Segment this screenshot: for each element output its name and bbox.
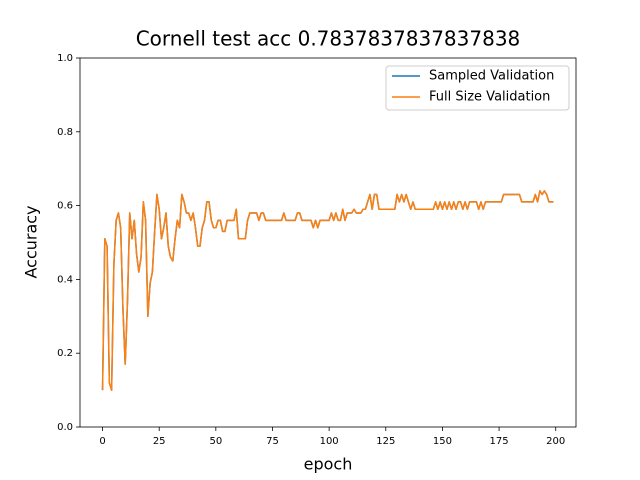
x-tick-label: 150 [433,436,452,447]
x-tick-label: 75 [266,436,279,447]
y-tick-label: 0.8 [57,127,73,138]
plot-frame [79,57,577,428]
y-tick-label: 1.0 [57,53,73,64]
legend-box [385,65,570,111]
line-series [101,190,554,391]
x-tick-label: 200 [546,436,565,447]
x-tick-label: 50 [209,436,222,447]
legend-label: Full Size Validation [429,90,550,105]
x-tick-label: 100 [320,436,339,447]
x-tick-label: 0 [99,436,105,447]
x-tick-label: 125 [376,436,395,447]
y-tick-label: 0.6 [57,201,73,212]
legend-label: Sampled Validation [429,69,554,84]
y-tick-label: 0.0 [57,422,73,433]
x-axis-label: epoch [304,455,353,474]
y-axis-label: Accuracy [22,205,41,278]
x-tick-label: 25 [153,436,166,447]
x-tick-label: 175 [490,436,509,447]
chart-title: Cornell test acc 0.7837837837837838 [136,27,521,51]
y-tick-label: 0.4 [57,274,73,285]
y-tick-label: 0.2 [57,348,73,359]
